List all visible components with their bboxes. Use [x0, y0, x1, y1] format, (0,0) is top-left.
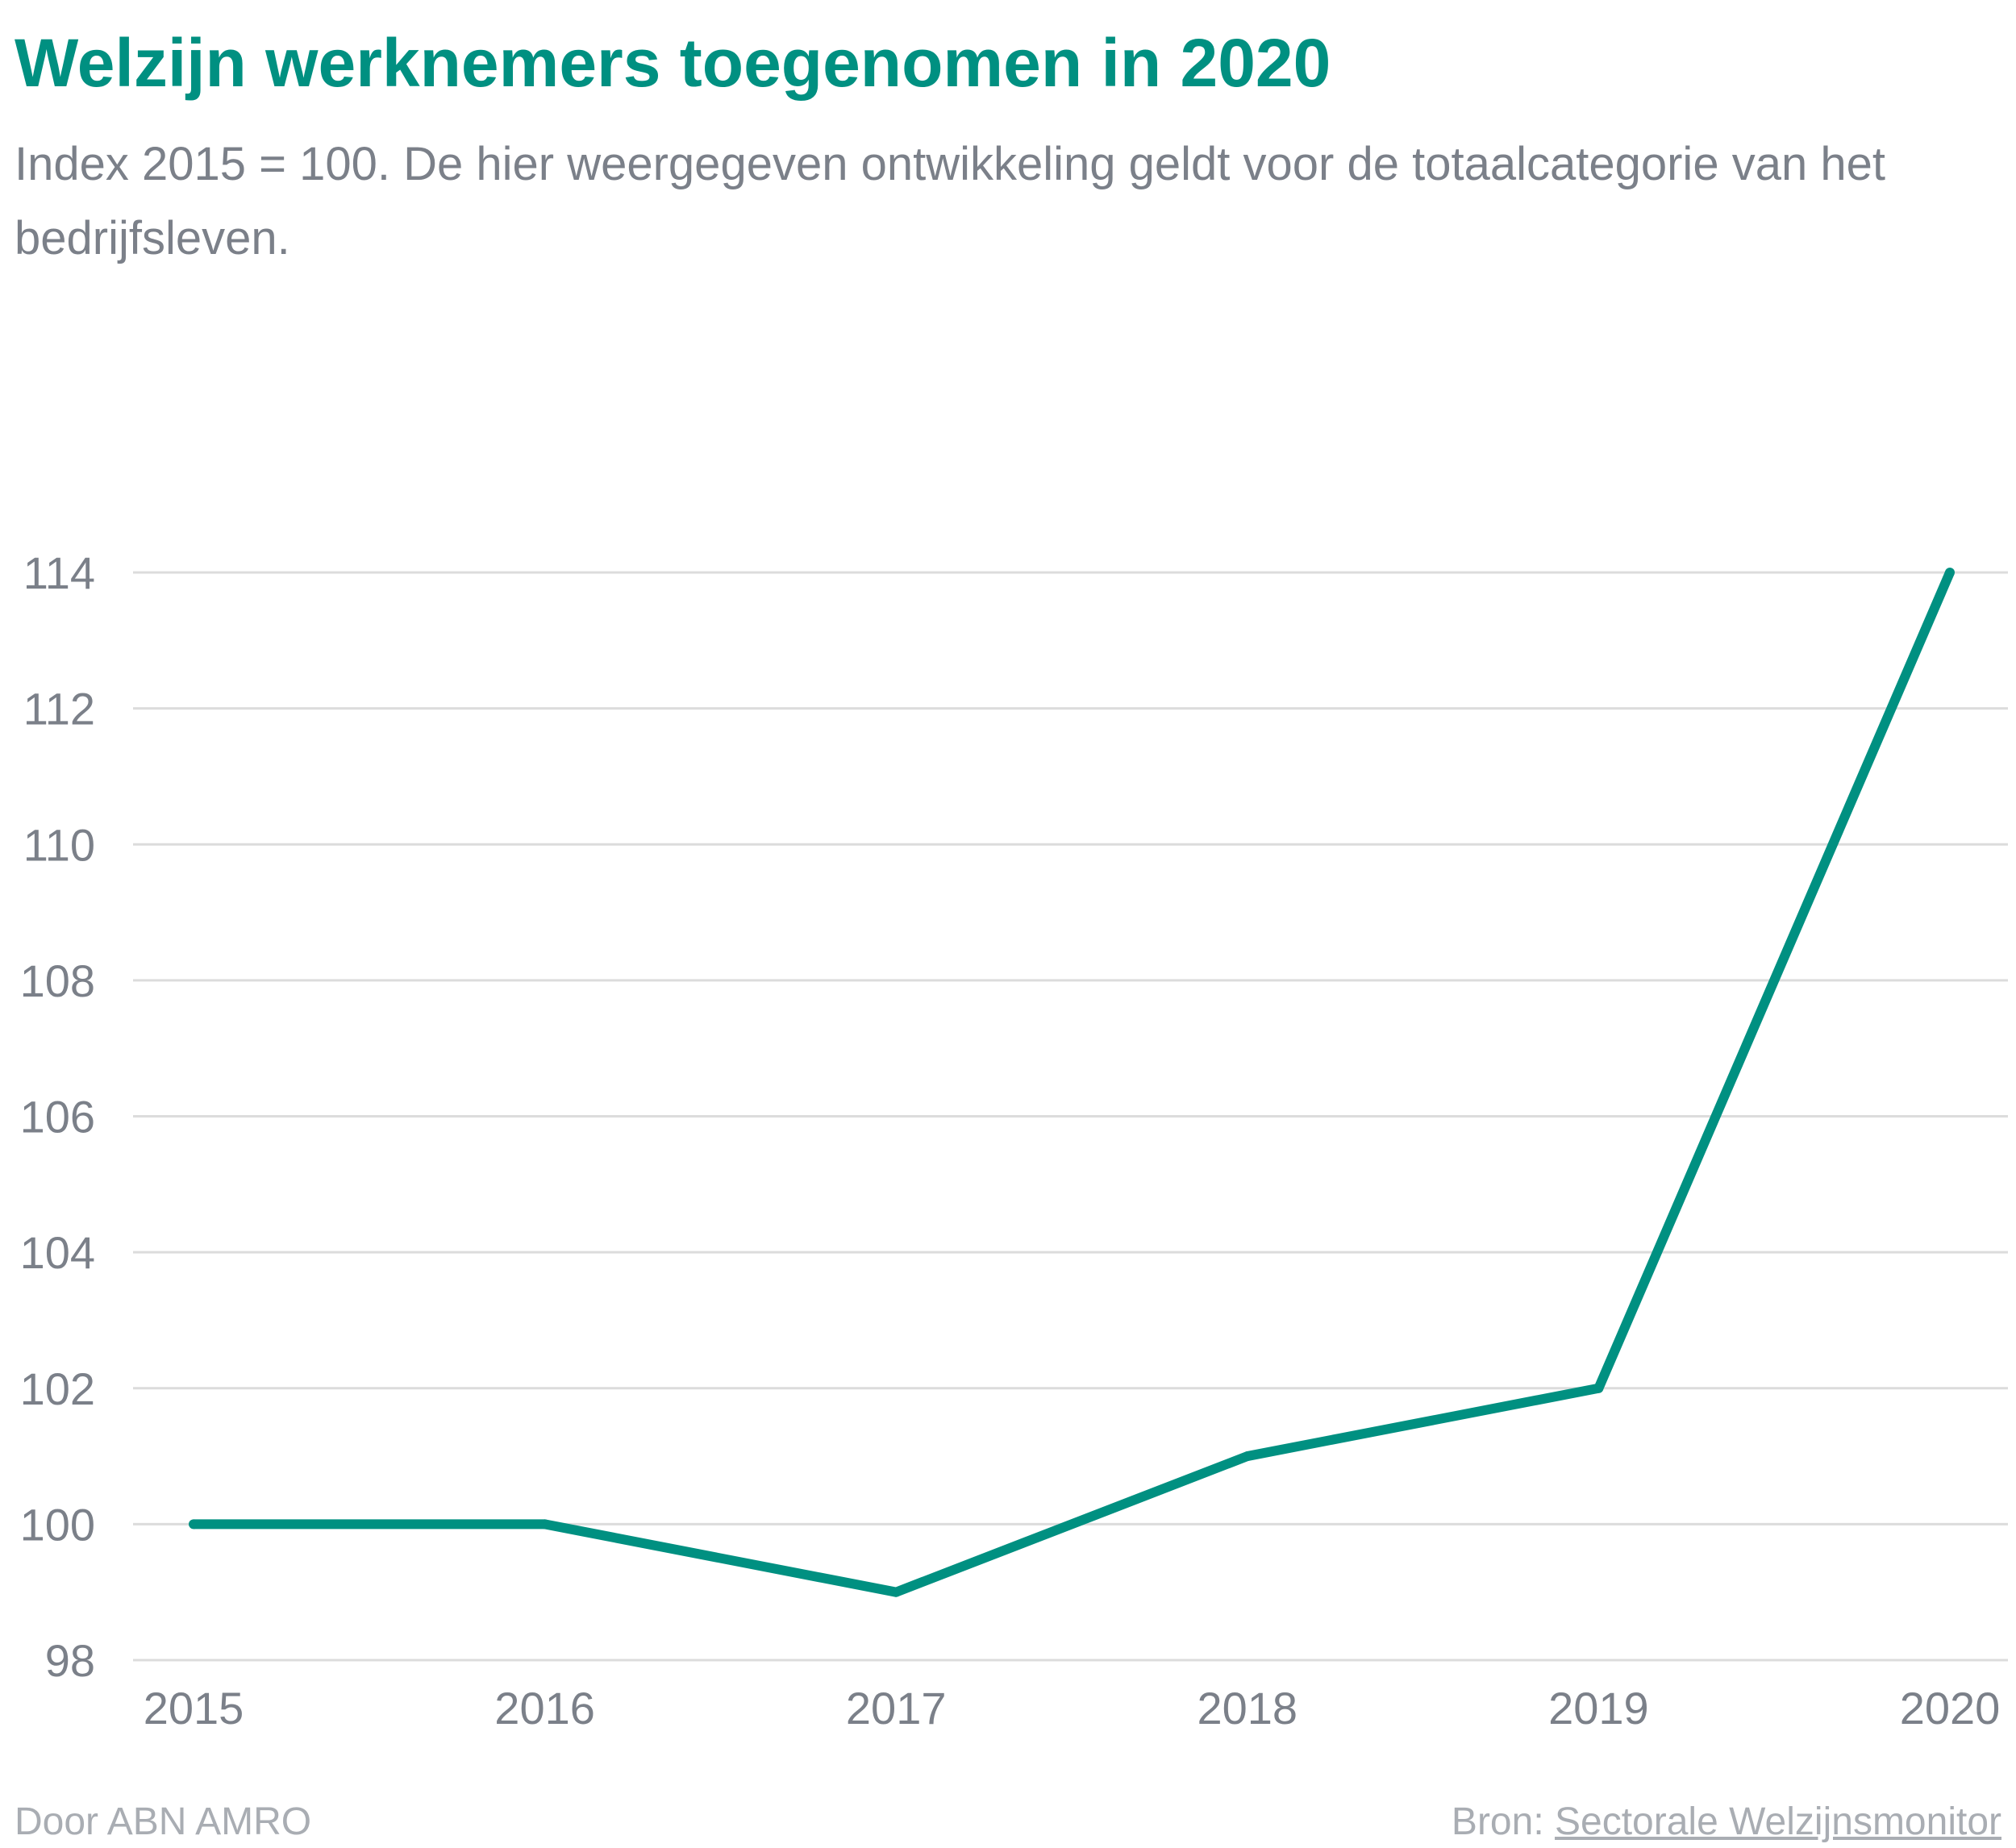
gridlines [133, 571, 2008, 1662]
series-layer [189, 568, 1955, 1597]
data-point [1945, 568, 1955, 577]
data-point [891, 1587, 902, 1597]
data-point [539, 1519, 550, 1530]
y-tick-label: 108 [20, 955, 95, 1006]
x-tick-label: 2018 [1198, 1683, 1298, 1734]
data-point [1593, 1383, 1604, 1393]
y-tick-label: 98 [45, 1635, 95, 1686]
x-tick-label: 2015 [144, 1683, 244, 1734]
data-point [189, 1519, 198, 1530]
y-axis-ticks: 98 100 102 104 106 108 110 112 114 [20, 547, 95, 1686]
source-attribution: Bron: Sectorale Welzijnsmonitor [1452, 1800, 2001, 1844]
source-label: Bron: [1451, 1800, 1544, 1843]
credit-text: Door ABN AMRO [15, 1800, 312, 1843]
source-link[interactable]: Sectorale Welzijnsmonitor [1555, 1800, 2001, 1843]
y-tick-label: 100 [20, 1499, 95, 1550]
y-tick-label: 112 [23, 684, 95, 735]
x-axis-ticks: 2015 2016 2017 2018 2019 2020 [144, 1683, 2001, 1734]
series-line-0 [194, 570, 1955, 1597]
data-point [1242, 1451, 1252, 1462]
chart-title: Welzijn werknemers toegenomen in 2020 [15, 25, 1331, 101]
y-tick-label: 102 [20, 1363, 95, 1414]
y-tick-label: 110 [23, 819, 95, 870]
x-tick-label: 2019 [1548, 1683, 1649, 1734]
y-tick-label: 114 [23, 547, 95, 598]
x-tick-label: 2016 [494, 1683, 595, 1734]
x-tick-label: 2017 [846, 1683, 947, 1734]
x-tick-label: 2020 [1900, 1683, 2001, 1734]
y-tick-label: 104 [20, 1227, 95, 1278]
chart-subtitle: Index 2015 = 100. De hier weergegeven on… [15, 138, 1885, 264]
y-tick-label: 106 [20, 1092, 95, 1143]
